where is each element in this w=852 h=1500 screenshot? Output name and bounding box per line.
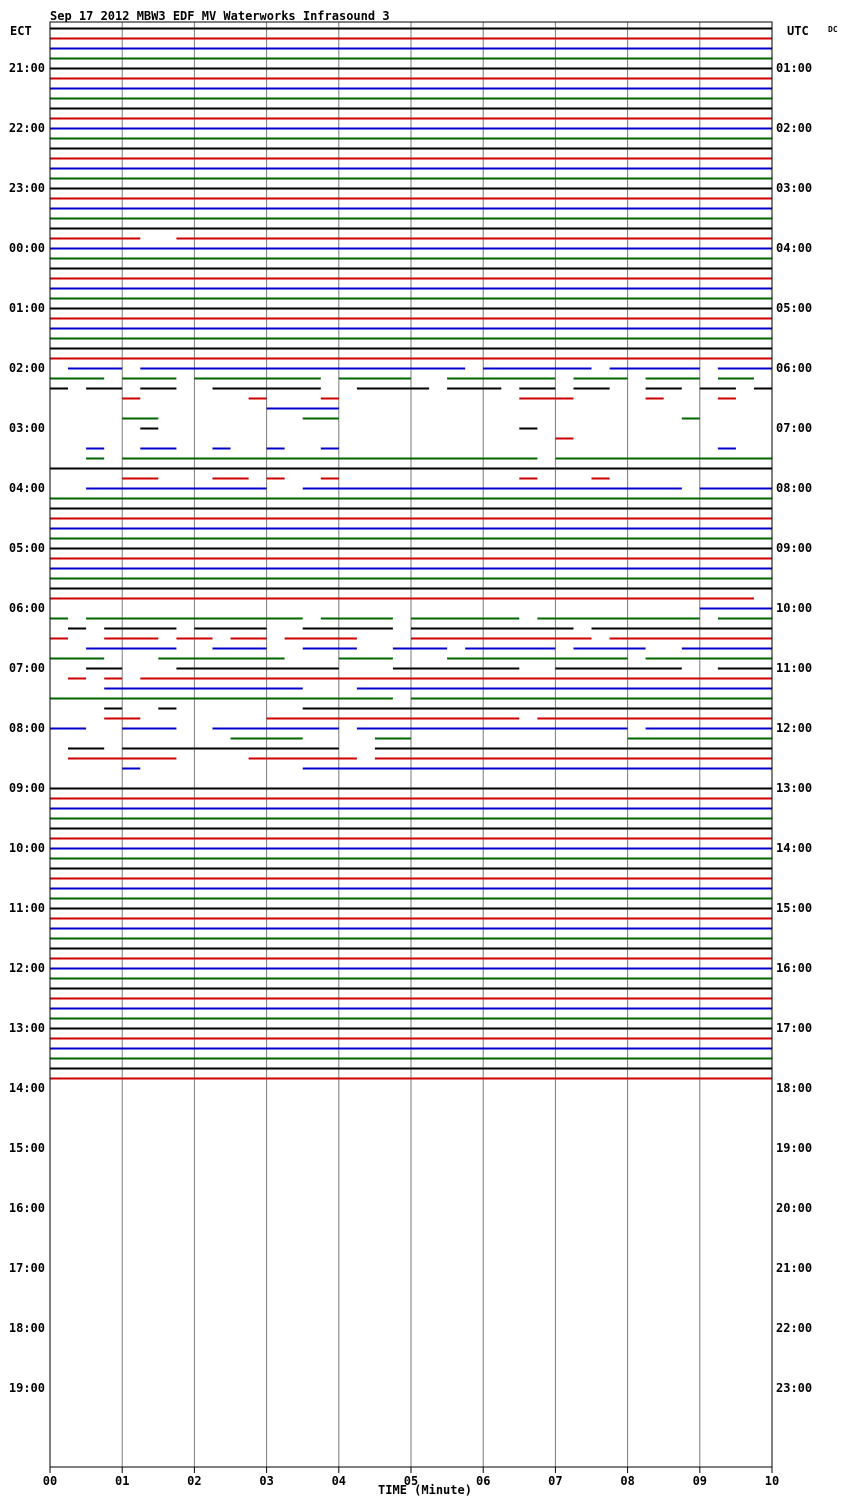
right-time-label: 13:00 xyxy=(776,781,812,795)
chart-title: Sep 17 2012 MBW3 EDF MV Waterworks Infra… xyxy=(50,9,390,23)
left-time-label: 06:00 xyxy=(9,601,45,615)
left-time-label: 08:00 xyxy=(9,721,45,735)
traces xyxy=(50,27,772,1080)
left-time-label: 23:00 xyxy=(9,181,45,195)
right-time-label: 01:00 xyxy=(776,61,812,75)
right-time-label: 16:00 xyxy=(776,961,812,975)
left-time-label: 14:00 xyxy=(9,1081,45,1095)
right-time-label: 06:00 xyxy=(776,361,812,375)
right-time-label: 18:00 xyxy=(776,1081,812,1095)
left-time-label: 00:00 xyxy=(9,241,45,255)
x-tick-label: 08 xyxy=(620,1474,634,1488)
plot-frame xyxy=(49,21,773,1468)
left-time-label: 21:00 xyxy=(9,61,45,75)
right-time-label: 07:00 xyxy=(776,421,812,435)
left-time-labels: 21:00 22:00 23:00 00:00 01:00 02:00 03:00 04:00… xyxy=(9,61,45,1395)
left-timezone-label: ECT xyxy=(10,24,32,38)
left-time-label: 07:00 xyxy=(9,661,45,675)
right-time-label: 19:00 xyxy=(776,1141,812,1155)
right-time-label: 03:00 xyxy=(776,181,812,195)
right-time-label: 09:00 xyxy=(776,541,812,555)
x-tick-label: 05 xyxy=(404,1474,418,1488)
x-tick-label: 04 xyxy=(332,1474,346,1488)
left-time-label: 18:00 xyxy=(9,1321,45,1335)
x-axis-label: TIME (Minute) xyxy=(378,1483,472,1497)
left-time-label: 12:00 xyxy=(9,961,45,975)
left-time-label: 01:00 xyxy=(9,301,45,315)
left-time-label: 03:00 xyxy=(9,421,45,435)
left-time-label: 10:00 xyxy=(9,841,45,855)
x-tick-label: 02 xyxy=(187,1474,201,1488)
right-time-label: 20:00 xyxy=(776,1201,812,1215)
left-time-label: 16:00 xyxy=(9,1201,45,1215)
x-tick-label: 03 xyxy=(259,1474,273,1488)
x-tick-label: 07 xyxy=(548,1474,562,1488)
dc-label: DC xyxy=(828,25,838,34)
gridlines xyxy=(121,22,701,1467)
right-time-label: 11:00 xyxy=(776,661,812,675)
x-tick-label: 06 xyxy=(476,1474,490,1488)
left-time-label: 09:00 xyxy=(9,781,45,795)
left-time-label: 19:00 xyxy=(9,1381,45,1395)
left-time-label: 02:00 xyxy=(9,361,45,375)
right-time-label: 23:00 xyxy=(776,1381,812,1395)
right-time-labels: 01:00 02:00 03:00 04:00 05:00 06:00 07:00 08:00… xyxy=(776,61,812,1395)
left-time-label: 22:00 xyxy=(9,121,45,135)
left-time-label: 04:00 xyxy=(9,481,45,495)
left-time-label: 11:00 xyxy=(9,901,45,915)
x-ticks: 00 01 02 03 04 05 06 07 08 09 10 xyxy=(43,1467,779,1488)
left-time-label: 17:00 xyxy=(9,1261,45,1275)
right-time-label: 12:00 xyxy=(776,721,812,735)
right-time-label: 08:00 xyxy=(776,481,812,495)
x-tick-label: 10 xyxy=(765,1474,779,1488)
x-tick-label: 00 xyxy=(43,1474,57,1488)
right-time-label: 04:00 xyxy=(776,241,812,255)
right-timezone-label: UTC xyxy=(787,24,809,38)
right-time-label: 21:00 xyxy=(776,1261,812,1275)
right-time-label: 05:00 xyxy=(776,301,812,315)
x-tick-label: 09 xyxy=(693,1474,707,1488)
right-time-label: 15:00 xyxy=(776,901,812,915)
right-time-label: 17:00 xyxy=(776,1021,812,1035)
right-time-label: 22:00 xyxy=(776,1321,812,1335)
x-tick-label: 01 xyxy=(115,1474,129,1488)
left-time-label: 15:00 xyxy=(9,1141,45,1155)
right-time-label: 02:00 xyxy=(776,121,812,135)
right-time-label: 10:00 xyxy=(776,601,812,615)
right-time-label: 14:00 xyxy=(776,841,812,855)
left-time-label: 05:00 xyxy=(9,541,45,555)
left-time-label: 13:00 xyxy=(9,1021,45,1035)
